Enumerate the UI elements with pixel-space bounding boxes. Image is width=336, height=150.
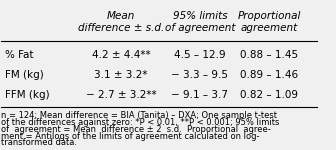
Text: 95% limits
of agreement: 95% limits of agreement <box>165 11 235 33</box>
Text: of  agreement = Mean  difference ± 2  s.d.  Proportional  agree-: of agreement = Mean difference ± 2 s.d. … <box>1 125 271 134</box>
Text: transformed data.: transformed data. <box>1 138 77 147</box>
Text: Proportional
agreement: Proportional agreement <box>238 11 301 33</box>
Text: 0.88 – 1.45: 0.88 – 1.45 <box>240 50 298 60</box>
Text: FFM (kg): FFM (kg) <box>5 90 49 100</box>
Text: − 9.1 – 3.7: − 9.1 – 3.7 <box>171 90 228 100</box>
Text: − 3.3 – 9.5: − 3.3 – 9.5 <box>171 70 228 80</box>
Text: FM (kg): FM (kg) <box>5 70 43 80</box>
Text: − 2.7 ± 3.2**: − 2.7 ± 3.2** <box>86 90 157 100</box>
Text: 3.1 ± 3.2*: 3.1 ± 3.2* <box>94 70 148 80</box>
Text: 0.89 – 1.46: 0.89 – 1.46 <box>240 70 298 80</box>
Text: n = 124; Mean difference = BIA (Tanita) – DXA; One sample t-test: n = 124; Mean difference = BIA (Tanita) … <box>1 111 278 120</box>
Text: 0.82 – 1.09: 0.82 – 1.09 <box>240 90 298 100</box>
Text: % Fat: % Fat <box>5 50 33 60</box>
Text: 4.2 ± 4.4**: 4.2 ± 4.4** <box>92 50 151 60</box>
Text: Mean
difference ± s.d.: Mean difference ± s.d. <box>78 11 164 33</box>
Text: of the differences against zero: *P < 0.01, **P < 0.001; 95% limits: of the differences against zero: *P < 0.… <box>1 118 280 127</box>
Text: 4.5 – 12.9: 4.5 – 12.9 <box>174 50 226 60</box>
Text: ment = Antilogs of the limits of agreement calculated on log-: ment = Antilogs of the limits of agreeme… <box>1 132 260 141</box>
